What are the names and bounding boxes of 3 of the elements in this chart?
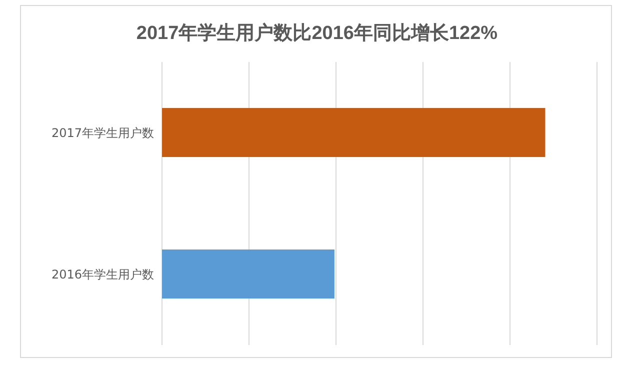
chart-title: 2017年学生用户数比2016年同比增长122% [135, 22, 499, 46]
y-tick-label: 2016年学生用户数 [51, 268, 154, 282]
y-tick-label: 2017年学生用户数 [51, 126, 154, 140]
